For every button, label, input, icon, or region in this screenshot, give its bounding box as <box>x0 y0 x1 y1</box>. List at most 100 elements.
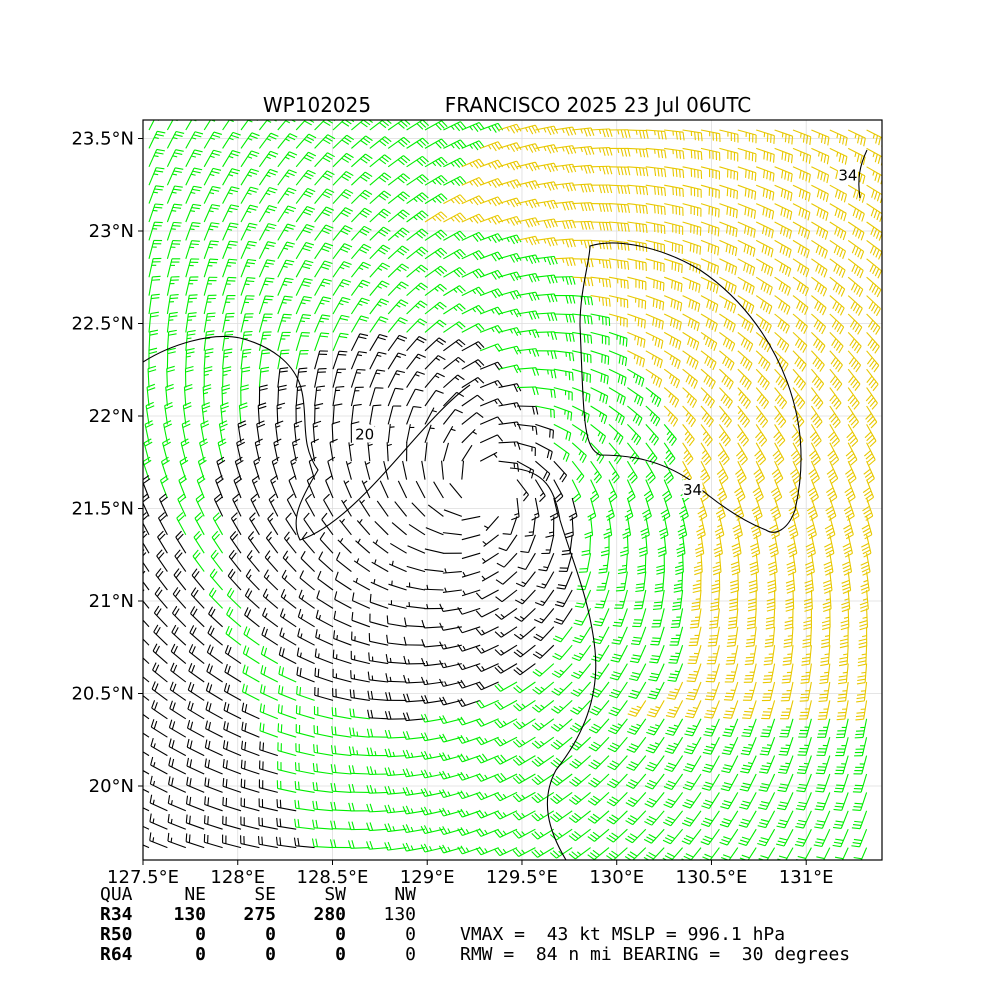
wind-barb <box>461 534 481 541</box>
wind-barb <box>156 549 168 572</box>
wind-barb <box>590 313 611 326</box>
wind-barb <box>406 174 429 186</box>
wind-barb <box>143 713 150 720</box>
wind-barb <box>627 166 649 177</box>
wind-barb <box>402 805 426 815</box>
wind-barb <box>421 619 444 629</box>
wind-barb <box>847 129 866 147</box>
wind-barb <box>475 607 499 618</box>
x-tick-label: 130°E <box>589 867 644 888</box>
wind-barb <box>143 807 150 812</box>
wind-barb <box>479 416 504 425</box>
wind-barb <box>443 175 467 187</box>
wind-barb <box>587 810 610 824</box>
wind-barb <box>535 331 558 340</box>
wind-barb <box>734 479 746 503</box>
wind-barb <box>442 587 462 593</box>
wind-barb <box>718 424 731 447</box>
wind-barb <box>186 738 205 757</box>
wind-barb <box>166 167 184 186</box>
wind-barb <box>737 239 756 257</box>
wind-barb <box>349 689 370 701</box>
wind-barb <box>261 626 279 646</box>
wind-barb <box>166 347 176 370</box>
wind-barb <box>369 190 392 205</box>
wind-barb <box>511 497 520 521</box>
wind-barb <box>780 681 794 702</box>
wind-barb <box>663 331 682 350</box>
wind-barb <box>704 700 720 719</box>
wind-barb <box>847 203 865 222</box>
wind-barb <box>286 493 297 517</box>
wind-barb <box>369 244 391 260</box>
wind-barb <box>645 442 658 465</box>
wind-barb <box>406 264 429 278</box>
wind-barb <box>532 663 555 677</box>
wind-barb <box>700 387 715 409</box>
wind-barb <box>590 460 602 484</box>
wind-barb <box>143 788 150 793</box>
wind-barb <box>841 571 852 594</box>
wind-barb <box>498 197 522 208</box>
wind-barb <box>738 828 757 846</box>
wind-barb <box>387 136 411 149</box>
wind-barb <box>277 313 292 333</box>
wind-barb <box>461 359 485 370</box>
wind-barb <box>700 368 716 390</box>
wind-barb <box>295 241 315 260</box>
wind-barb <box>240 258 257 278</box>
wind-barb <box>314 403 324 425</box>
wind-barb <box>240 759 260 775</box>
wind-barb <box>755 405 769 428</box>
wind-barb <box>724 663 739 683</box>
wind-barb <box>258 132 279 149</box>
wind-barb <box>461 213 485 224</box>
wind-barb <box>164 401 174 425</box>
wind-barb <box>370 579 389 591</box>
wind-barb <box>735 442 748 466</box>
wind-barb <box>759 755 776 774</box>
wind-barb <box>701 792 720 809</box>
contour-label-bg <box>354 424 375 443</box>
wind-barb <box>716 460 729 484</box>
wind-barb <box>553 368 574 381</box>
wind-barb <box>203 348 214 370</box>
wind-barb <box>864 424 877 448</box>
wind-barb <box>190 587 205 609</box>
wind-barb <box>222 312 235 333</box>
wind-barb <box>684 718 702 737</box>
wind-barb <box>259 741 278 757</box>
wind-barb <box>811 332 826 354</box>
wind-barb <box>314 278 332 296</box>
wind-barb <box>207 625 223 646</box>
wind-barb <box>682 792 702 809</box>
wind-barb <box>584 516 594 539</box>
wind-barb <box>457 679 481 689</box>
wind-barb <box>188 644 205 665</box>
wind-barb <box>369 387 384 407</box>
wind-barb <box>553 182 577 192</box>
wind-barb <box>811 166 830 184</box>
wind-barb <box>814 810 831 829</box>
wind-barb <box>387 173 411 186</box>
wind-barb <box>331 726 352 738</box>
wind-barb <box>841 589 851 613</box>
wind-barb <box>385 692 407 701</box>
wind-barb <box>258 241 276 260</box>
wind-barb <box>535 405 555 419</box>
wind-barb <box>835 737 849 757</box>
wind-barb <box>166 365 175 388</box>
wind-barb <box>175 530 187 554</box>
wind-barb <box>332 403 343 425</box>
wind-barb <box>681 810 702 827</box>
wind-barb <box>240 150 260 168</box>
wind-barb <box>350 297 370 315</box>
wind-barb <box>420 713 444 723</box>
wind-barb <box>866 258 882 279</box>
wind-barb <box>826 460 839 485</box>
wind-barb <box>702 736 720 755</box>
wind-barb <box>829 276 846 297</box>
wind-barb <box>402 749 426 759</box>
wind-barb <box>227 568 242 591</box>
